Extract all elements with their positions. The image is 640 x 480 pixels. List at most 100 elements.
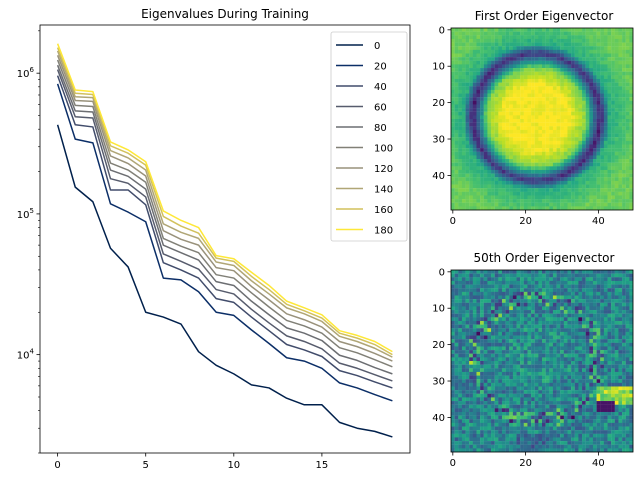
heatmap-cell xyxy=(498,31,503,36)
heatmap-cell xyxy=(552,202,557,207)
heatmap-cell xyxy=(531,317,535,322)
heatmap-cell xyxy=(523,386,528,391)
heatmap-cell xyxy=(451,144,455,149)
heatmap-cell xyxy=(538,320,543,325)
heatmap-cell xyxy=(552,284,557,289)
heatmap-cell xyxy=(600,57,605,61)
heatmap-cell xyxy=(527,38,532,43)
heatmap-cell xyxy=(560,375,564,380)
heatmap-cell xyxy=(589,350,594,354)
heatmap-cell xyxy=(465,75,470,80)
heatmap-cell xyxy=(472,93,477,98)
heatmap-cell xyxy=(534,111,539,116)
heatmap-cell xyxy=(520,371,524,376)
heatmap-cell xyxy=(625,346,630,351)
heatmap-cell xyxy=(451,89,455,94)
heatmap-cell xyxy=(549,335,554,340)
heatmap-cell xyxy=(480,60,484,65)
heatmap-cell xyxy=(542,317,546,322)
heatmap-cell xyxy=(560,53,564,58)
heatmap-cell xyxy=(509,386,514,391)
heatmap-cell xyxy=(527,390,532,394)
heatmap-cell xyxy=(491,368,495,373)
heatmap-cell xyxy=(501,430,506,434)
heatmap-cell xyxy=(571,320,575,325)
heatmap-cell xyxy=(454,382,459,387)
heatmap-cell xyxy=(556,180,561,185)
heatmap-cell xyxy=(563,177,568,182)
heatmap-cell xyxy=(574,133,579,138)
heatmap-cell xyxy=(520,411,524,416)
heatmap-cell xyxy=(592,430,597,434)
heatmap-cell xyxy=(611,364,615,369)
heatmap-cell xyxy=(476,401,481,405)
heatmap-cell xyxy=(622,357,626,362)
heatmap-cell xyxy=(527,188,532,192)
heatmap-cell xyxy=(531,144,535,149)
heatmap-cell xyxy=(571,28,575,32)
heatmap-cell xyxy=(451,441,455,445)
heatmap-cell xyxy=(472,288,477,292)
heatmap-cell xyxy=(527,437,532,442)
heatmap-cell xyxy=(563,291,568,296)
heatmap-cell xyxy=(534,433,539,438)
heatmap-cell xyxy=(476,129,481,134)
heatmap-cell xyxy=(523,71,528,76)
heatmap-cell xyxy=(629,148,634,152)
heatmap-cell xyxy=(520,441,524,445)
heatmap-cell xyxy=(531,104,535,109)
heatmap-cell xyxy=(534,397,539,402)
heatmap-cell xyxy=(465,295,470,300)
heatmap-cell xyxy=(622,273,626,278)
heatmap-cell xyxy=(567,126,572,131)
heatmap-cell xyxy=(542,82,546,87)
heatmap-cell xyxy=(563,397,568,402)
heatmap-cell xyxy=(567,148,572,152)
heatmap-cell xyxy=(531,111,535,116)
heatmap-cell xyxy=(527,155,532,160)
heatmap-cell xyxy=(589,310,594,314)
heatmap-cell xyxy=(494,177,499,182)
heatmap-cell xyxy=(461,433,466,438)
heatmap-cell xyxy=(458,302,463,307)
heatmap-cell xyxy=(600,162,605,167)
heatmap-cell xyxy=(614,408,619,413)
heatmap-cell xyxy=(498,357,503,362)
heatmap-cell xyxy=(563,299,568,303)
heatmap-cell xyxy=(538,115,543,120)
heatmap-cell xyxy=(611,404,615,409)
heatmap-cell xyxy=(458,328,463,333)
heatmap-cell xyxy=(480,324,484,329)
heatmap-cell xyxy=(498,155,503,160)
heatmap-cell xyxy=(625,371,630,376)
heatmap-cell xyxy=(454,144,459,149)
heatmap-cell xyxy=(472,46,477,50)
heatmap-cell xyxy=(600,441,605,445)
heatmap-cell xyxy=(578,364,583,369)
heatmap-cell xyxy=(560,162,564,167)
heatmap-cell xyxy=(625,191,630,196)
heatmap-cell xyxy=(476,86,481,91)
heatmap-cell xyxy=(498,415,503,420)
heatmap-cell xyxy=(574,162,579,167)
heatmap-cell xyxy=(498,291,503,296)
heatmap-cell xyxy=(596,126,601,131)
heatmap-cell xyxy=(487,129,492,134)
heatmap-cell xyxy=(491,302,495,307)
heatmap-cell xyxy=(603,89,608,94)
heatmap-cell xyxy=(618,111,623,116)
heatmap-cell xyxy=(622,144,626,149)
heatmap-cell xyxy=(571,115,575,120)
heatmap-cell xyxy=(527,280,532,285)
heatmap-cell xyxy=(527,57,532,61)
heatmap-cell xyxy=(487,42,492,47)
heatmap-cell xyxy=(625,364,630,369)
heatmap-cell xyxy=(629,129,634,134)
heatmap-cell xyxy=(534,169,539,174)
heatmap-cell xyxy=(509,89,514,94)
heatmap-cell xyxy=(534,148,539,152)
heatmap-cell xyxy=(458,28,463,32)
heatmap-cell xyxy=(469,368,473,373)
heatmap-cell xyxy=(494,57,499,61)
heatmap-cell xyxy=(560,426,564,431)
